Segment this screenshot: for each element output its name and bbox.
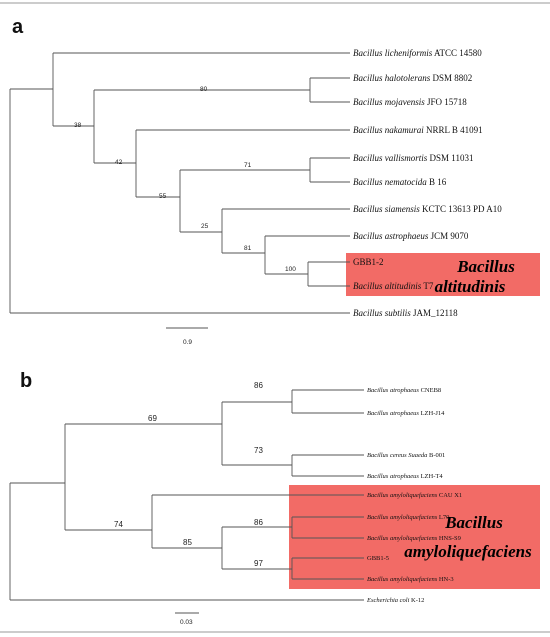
taxon-label: Bacillus atrophaeus LZH-T4: [367, 473, 443, 480]
highlight-box-a: [346, 253, 540, 296]
taxon-label: Bacillus halotolerans DSM 8802: [353, 73, 472, 83]
taxon-label: Escherichia coli K-12: [366, 597, 424, 604]
taxon-label: Bacillus amyloliquefaciens L70: [367, 514, 449, 521]
taxon-label: Bacillus subtilis JAM_12118: [353, 308, 458, 318]
support-value: 85: [183, 538, 192, 547]
tree-b-taxa: Bacillus atrophaeus CNEB8 Bacillus atrop…: [366, 387, 462, 604]
tree-a-branches: [9, 52, 350, 329]
support-value: 97: [254, 559, 263, 568]
support-value: 86: [254, 381, 263, 390]
support-value: 73: [254, 446, 263, 455]
support-value: 80: [200, 86, 208, 93]
support-value: 38: [74, 122, 82, 129]
support-value: 74: [114, 520, 123, 529]
highlight-label-b-line2: amyloliquefaciens: [404, 542, 532, 561]
support-value: 100: [285, 266, 296, 273]
scale-bar-label-a: 0.9: [183, 339, 192, 346]
taxon-label: Bacillus altitudinis T7: [353, 281, 434, 291]
taxon-label: Bacillus astrophaeus JCM 9070: [353, 231, 469, 241]
taxon-label: Bacillus atrophaeus LZH-J14: [367, 410, 445, 417]
taxon-label: Bacillus nakamurai NRRL B 41091: [353, 125, 483, 135]
taxon-label: GBB1-5: [367, 555, 389, 562]
highlight-label-a-line2: altitudinis: [435, 277, 506, 296]
highlight-label-b-line1: Bacillus: [444, 513, 503, 532]
support-value: 71: [244, 162, 252, 169]
taxon-label: Bacillus nematocida B 16: [353, 177, 447, 187]
scale-bar-label-b: 0.03: [180, 619, 193, 626]
support-value: 55: [159, 193, 167, 200]
support-value: 81: [244, 245, 252, 252]
taxon-label: Bacillus atrophaeus CNEB8: [367, 387, 441, 394]
tree-a-support-values: 38 80 42 55 71 25 81 100: [74, 86, 296, 273]
taxon-label: Bacillus licheniformis ATCC 14580: [353, 48, 482, 58]
taxon-label: GBB1-2: [353, 257, 384, 267]
panel-a-label: a: [12, 16, 24, 38]
highlight-label-a-line1: Bacillus: [456, 257, 515, 276]
taxon-label: Bacillus amyloliquefaciens CAU X1: [367, 492, 462, 499]
panel-b-label: b: [20, 370, 32, 392]
support-value: 25: [201, 223, 209, 230]
highlight-box-b: [289, 485, 540, 589]
support-value: 86: [254, 518, 263, 527]
tree-b-canvas: b: [0, 370, 550, 633]
support-value: 42: [115, 159, 123, 166]
support-value: 69: [148, 414, 157, 423]
tree-panel-b: b: [0, 355, 550, 637]
tree-b-support-values: 69 86 73 74 86 85 97: [114, 381, 263, 568]
taxon-label: Bacillus amyloliquefaciens HN-3: [367, 576, 454, 583]
taxon-label: Bacillus mojavensis JFO 15718: [353, 97, 467, 107]
tree-b-branches: [9, 389, 364, 614]
tree-panel-a: a: [0, 2, 550, 346]
tree-a-taxa: Bacillus licheniformis ATCC 14580 Bacill…: [353, 48, 502, 318]
taxon-label: Bacillus siamensis KCTC 13613 PD A10: [353, 204, 502, 214]
taxon-label: Bacillus cereus Suaeda B-001: [367, 452, 445, 459]
tree-a-canvas: a: [0, 2, 550, 346]
taxon-label: Bacillus vallismortis DSM 11031: [353, 153, 473, 163]
taxon-label: Bacillus amyloliquefaciens HNS-S9: [367, 535, 461, 542]
